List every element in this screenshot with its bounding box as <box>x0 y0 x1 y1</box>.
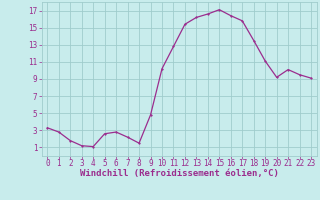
X-axis label: Windchill (Refroidissement éolien,°C): Windchill (Refroidissement éolien,°C) <box>80 169 279 178</box>
